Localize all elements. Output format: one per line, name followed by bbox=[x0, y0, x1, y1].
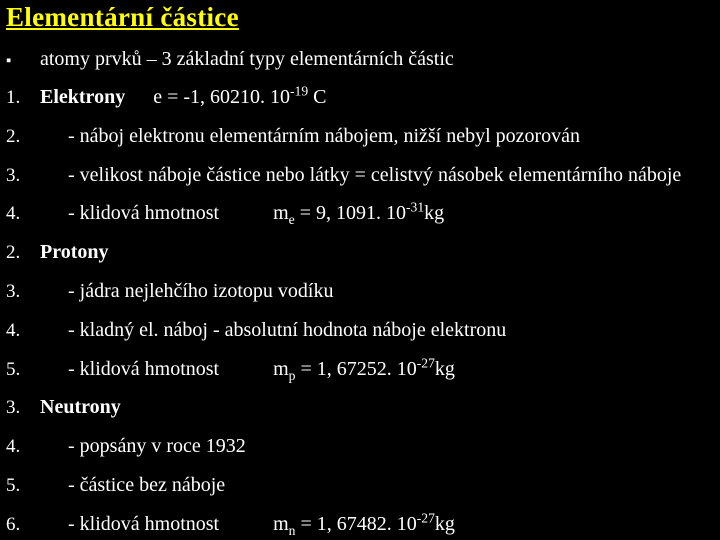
number-marker: 6. bbox=[6, 514, 40, 537]
line-text: - jádra nejlehčího izotopu vodíku bbox=[68, 280, 333, 302]
mass-formula: mp = 1, 67252. 10-27kg bbox=[273, 357, 455, 381]
charge-formula: e = -1, 60210. 10-19 C bbox=[153, 85, 326, 109]
line-text: - popsány v roce 1932 bbox=[68, 435, 246, 457]
line-text: - kladný el. náboj - absolutní hodnota n… bbox=[68, 319, 506, 341]
slide-line: 3. - velikost náboje částice nebo látky =… bbox=[6, 163, 714, 188]
line-content: atomy prvků – 3 základní typy elementárn… bbox=[40, 47, 714, 71]
number-marker: 4. bbox=[6, 436, 40, 459]
number-marker: 2. bbox=[6, 242, 40, 265]
line-content: - velikost náboje částice nebo látky = c… bbox=[40, 163, 714, 187]
line-text: - náboj elektronu elementárním nábojem, … bbox=[68, 125, 580, 147]
slide-line: 5. - klidová hmotnost mp = 1, 67252. 10-27… bbox=[6, 357, 714, 382]
number-marker: 3. bbox=[6, 397, 40, 420]
line-content: - popsány v roce 1932 bbox=[40, 434, 714, 458]
section-heading: Elektrony bbox=[40, 86, 125, 108]
slide-line: 3. - jádra nejlehčího izotopu vodíku bbox=[6, 279, 714, 304]
line-text: - velikost náboje částice nebo látky = c… bbox=[68, 164, 681, 186]
number-marker: 5. bbox=[6, 475, 40, 498]
section-heading: Protony bbox=[40, 241, 109, 263]
line-content: - kladný el. náboj - absolutní hodnota n… bbox=[40, 318, 714, 342]
slide-body: ▪atomy prvků – 3 základní typy elementár… bbox=[6, 47, 714, 537]
line-text: - klidová hmotnost bbox=[68, 358, 219, 380]
section-heading: Neutrony bbox=[40, 396, 121, 418]
slide-line: 1.Elektrony e = -1, 60210. 10-19 C bbox=[6, 85, 714, 110]
number-marker: 4. bbox=[6, 320, 40, 343]
slide-line: 4. - klidová hmotnost me = 9, 1091. 10-31k… bbox=[6, 201, 714, 226]
slide-line: 2.Protony bbox=[6, 240, 714, 265]
slide-line: 2. - náboj elektronu elementárním nábojem… bbox=[6, 124, 714, 149]
line-content: - klidová hmotnost me = 9, 1091. 10-31kg bbox=[40, 201, 714, 225]
number-marker: 4. bbox=[6, 203, 40, 226]
line-text: - klidová hmotnost bbox=[68, 202, 219, 224]
mass-formula: mn = 1, 67482. 10-27kg bbox=[273, 512, 455, 536]
slide-line: 3.Neutrony bbox=[6, 395, 714, 420]
line-text: - částice bez náboje bbox=[68, 474, 225, 496]
line-text: - klidová hmotnost bbox=[68, 513, 219, 535]
line-content: - klidová hmotnost mp = 1, 67252. 10-27kg bbox=[40, 357, 714, 381]
line-content: Elektrony e = -1, 60210. 10-19 C bbox=[40, 85, 714, 109]
bullet-marker: ▪ bbox=[6, 52, 40, 70]
line-content: - klidová hmotnost mn = 1, 67482. 10-27kg bbox=[40, 512, 714, 536]
line-content: - jádra nejlehčího izotopu vodíku bbox=[40, 279, 714, 303]
number-marker: 2. bbox=[6, 126, 40, 149]
number-marker: 3. bbox=[6, 165, 40, 188]
number-marker: 1. bbox=[6, 87, 40, 110]
slide-line: 4. - kladný el. náboj - absolutní hodnota… bbox=[6, 318, 714, 343]
line-content: - částice bez náboje bbox=[40, 473, 714, 497]
line-content: Protony bbox=[40, 240, 714, 264]
slide-title: Elementární částice bbox=[6, 2, 714, 33]
number-marker: 5. bbox=[6, 359, 40, 382]
slide-line: 4. - popsány v roce 1932 bbox=[6, 434, 714, 459]
line-content: - náboj elektronu elementárním nábojem, … bbox=[40, 124, 714, 148]
slide-line: ▪atomy prvků – 3 základní typy elementár… bbox=[6, 47, 714, 71]
mass-formula: me = 9, 1091. 10-31kg bbox=[273, 201, 444, 225]
line-text: atomy prvků – 3 základní typy elementárn… bbox=[40, 48, 454, 70]
slide-line: 6. - klidová hmotnost mn = 1, 67482. 10-27… bbox=[6, 512, 714, 537]
slide-line: 5. - částice bez náboje bbox=[6, 473, 714, 498]
line-content: Neutrony bbox=[40, 395, 714, 419]
number-marker: 3. bbox=[6, 281, 40, 304]
